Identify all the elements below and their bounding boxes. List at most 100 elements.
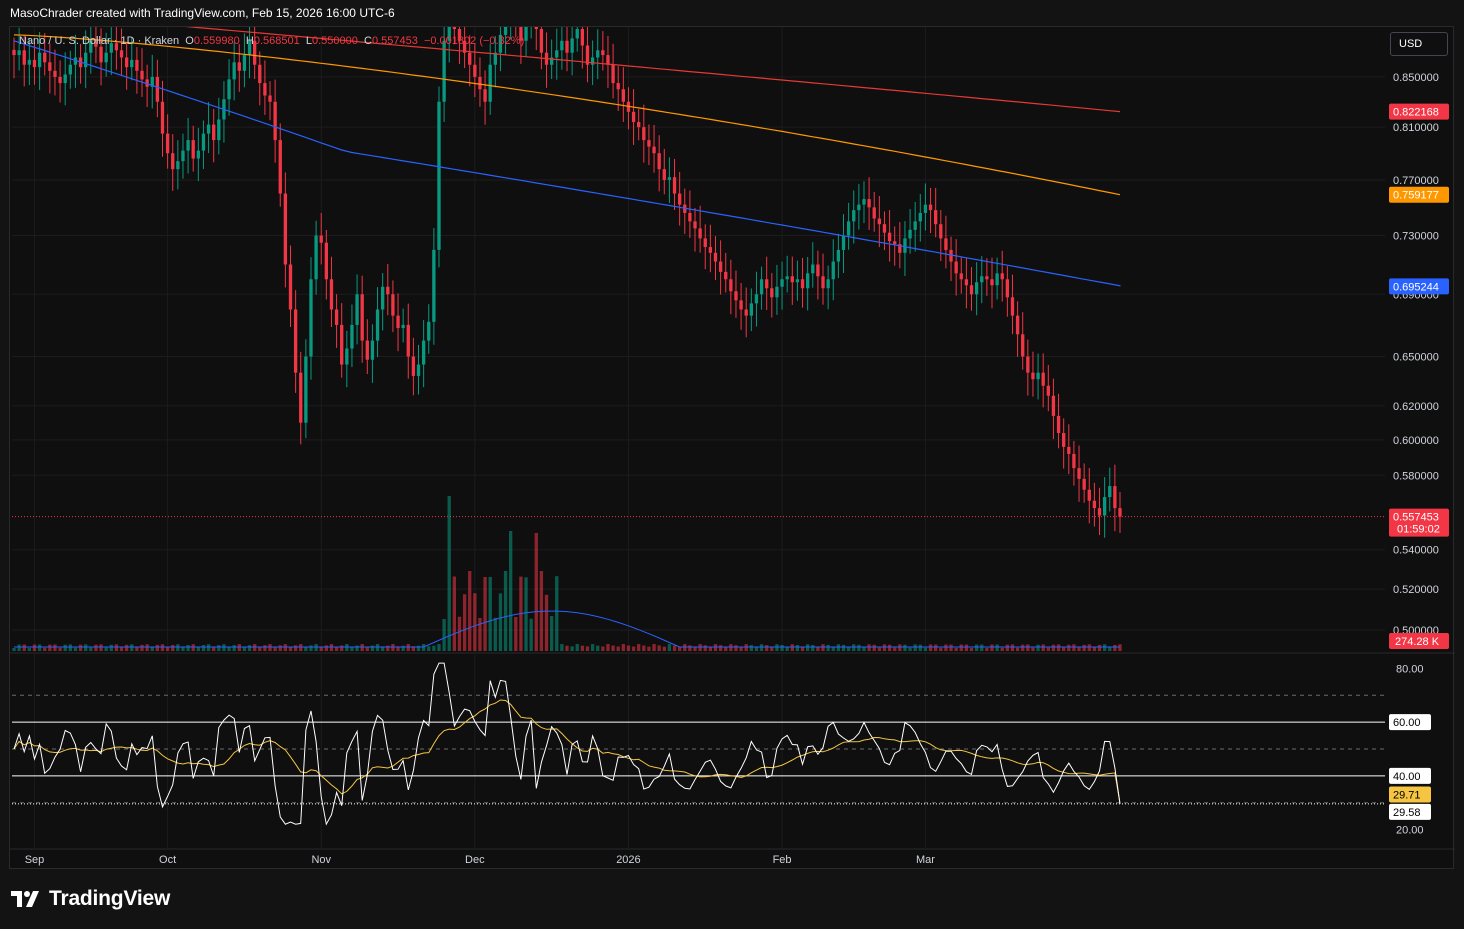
candle-body bbox=[964, 279, 969, 286]
candle-body bbox=[867, 199, 871, 208]
volume-bar bbox=[677, 646, 682, 651]
volume-bar bbox=[119, 647, 124, 651]
legend-high: 0.568501 bbox=[253, 35, 300, 47]
volume-bar bbox=[580, 645, 585, 651]
price-tick: 0.810000 bbox=[1393, 122, 1439, 134]
symbol-legend: Nano / U. S. Dollar · 1D · Kraken O0.559… bbox=[19, 35, 524, 47]
volume-bar bbox=[324, 645, 329, 651]
volume-bar bbox=[626, 645, 631, 651]
candle-body bbox=[621, 89, 625, 102]
candle-body bbox=[852, 210, 856, 222]
volume-bar bbox=[171, 644, 175, 651]
volume-bar bbox=[319, 646, 323, 651]
volume-bar bbox=[985, 647, 989, 651]
candle-body bbox=[703, 238, 707, 248]
price-label-ma_red bbox=[1389, 103, 1449, 120]
candle-body bbox=[944, 238, 948, 250]
volume-bar bbox=[596, 645, 600, 651]
volume-bar bbox=[73, 647, 78, 651]
volume-bar bbox=[309, 645, 313, 651]
candle-body bbox=[662, 169, 666, 180]
legend-open: 0.559980 bbox=[193, 35, 240, 47]
candle-body bbox=[114, 43, 119, 51]
candle-body bbox=[27, 59, 32, 65]
candle-body bbox=[421, 340, 426, 365]
candle-body bbox=[770, 288, 774, 298]
volume-bar bbox=[529, 618, 533, 651]
volume-bar bbox=[841, 644, 846, 651]
volume-bar bbox=[84, 644, 88, 651]
volume-bar bbox=[923, 647, 928, 651]
volume-bar bbox=[227, 647, 231, 651]
candle-body bbox=[1087, 489, 1091, 501]
candle-body bbox=[1000, 273, 1004, 280]
volume-bar bbox=[247, 645, 252, 651]
candle-body bbox=[724, 271, 728, 280]
candle-body bbox=[1113, 486, 1117, 509]
candle-body bbox=[442, 40, 446, 102]
candle-body bbox=[877, 218, 882, 225]
candle-body bbox=[959, 273, 963, 280]
volume-bar bbox=[549, 616, 554, 651]
candle-body bbox=[1046, 385, 1050, 396]
volume-bar bbox=[759, 644, 764, 651]
candle-body bbox=[898, 244, 902, 253]
candle-body bbox=[1082, 478, 1086, 490]
candle-body bbox=[642, 127, 646, 141]
volume-bar bbox=[314, 644, 318, 651]
time-tick-dec: Dec bbox=[465, 854, 485, 866]
volume-bar bbox=[898, 644, 902, 651]
volume-bar bbox=[867, 644, 871, 651]
tradingview-brand[interactable]: TradingView bbox=[11, 887, 170, 911]
ma-blue-line bbox=[13, 40, 1121, 287]
candle-body bbox=[652, 146, 656, 154]
chart-canvas[interactable]: Sep Oct Nov Dec 2026 Feb Mar 0.850000 0.810000 0.… bbox=[10, 27, 1455, 870]
volume-bar bbox=[1113, 644, 1117, 651]
volume-bar bbox=[242, 647, 247, 651]
candle-body bbox=[555, 50, 559, 58]
candle-body bbox=[345, 348, 349, 365]
volume-bar bbox=[1062, 647, 1066, 651]
candle-body bbox=[457, 29, 462, 41]
candle-body bbox=[872, 207, 876, 219]
candle-body bbox=[795, 279, 800, 283]
volume-bar bbox=[411, 646, 416, 651]
currency-button[interactable]: USD bbox=[1390, 32, 1448, 56]
time-tick-sep: Sep bbox=[25, 854, 45, 866]
chart-frame[interactable]: Sep Oct Nov Dec 2026 Feb Mar 0.850000 0.810000 0.… bbox=[9, 26, 1455, 870]
candle-body bbox=[68, 64, 72, 75]
volume-bar bbox=[334, 646, 339, 651]
volume-bar bbox=[396, 646, 400, 651]
rsi-band-label bbox=[1389, 767, 1431, 784]
candle-body bbox=[493, 52, 497, 65]
price-tick: 0.600000 bbox=[1393, 435, 1439, 447]
volume-bar bbox=[1031, 647, 1035, 651]
candle-body bbox=[831, 261, 835, 280]
candle-body bbox=[744, 309, 748, 316]
volume-bar bbox=[560, 644, 564, 651]
volume-bar bbox=[160, 644, 165, 651]
volume-bar bbox=[734, 645, 738, 651]
candle-body bbox=[478, 76, 482, 90]
candle-body bbox=[882, 224, 887, 233]
volume-bar bbox=[278, 645, 282, 651]
volume-bar bbox=[514, 617, 518, 651]
volume-bar bbox=[770, 647, 774, 651]
volume-bar bbox=[949, 644, 953, 651]
candle-body bbox=[1036, 372, 1040, 380]
volume-bar bbox=[252, 644, 257, 651]
volume-bar bbox=[140, 644, 144, 651]
volume-bar bbox=[903, 644, 907, 651]
candle-body bbox=[252, 40, 257, 65]
rsi-label-rsi_ma bbox=[1389, 786, 1431, 803]
candle-body bbox=[657, 153, 661, 170]
candle-body bbox=[647, 140, 651, 147]
volume-bar bbox=[688, 645, 692, 651]
candle-body bbox=[104, 52, 108, 63]
volume-bar bbox=[78, 644, 83, 651]
candle-body bbox=[63, 74, 67, 84]
volume-bar bbox=[130, 644, 134, 651]
price-tick: 0.650000 bbox=[1393, 352, 1439, 364]
volume-bar bbox=[1046, 647, 1050, 651]
volume-bar bbox=[155, 644, 160, 651]
